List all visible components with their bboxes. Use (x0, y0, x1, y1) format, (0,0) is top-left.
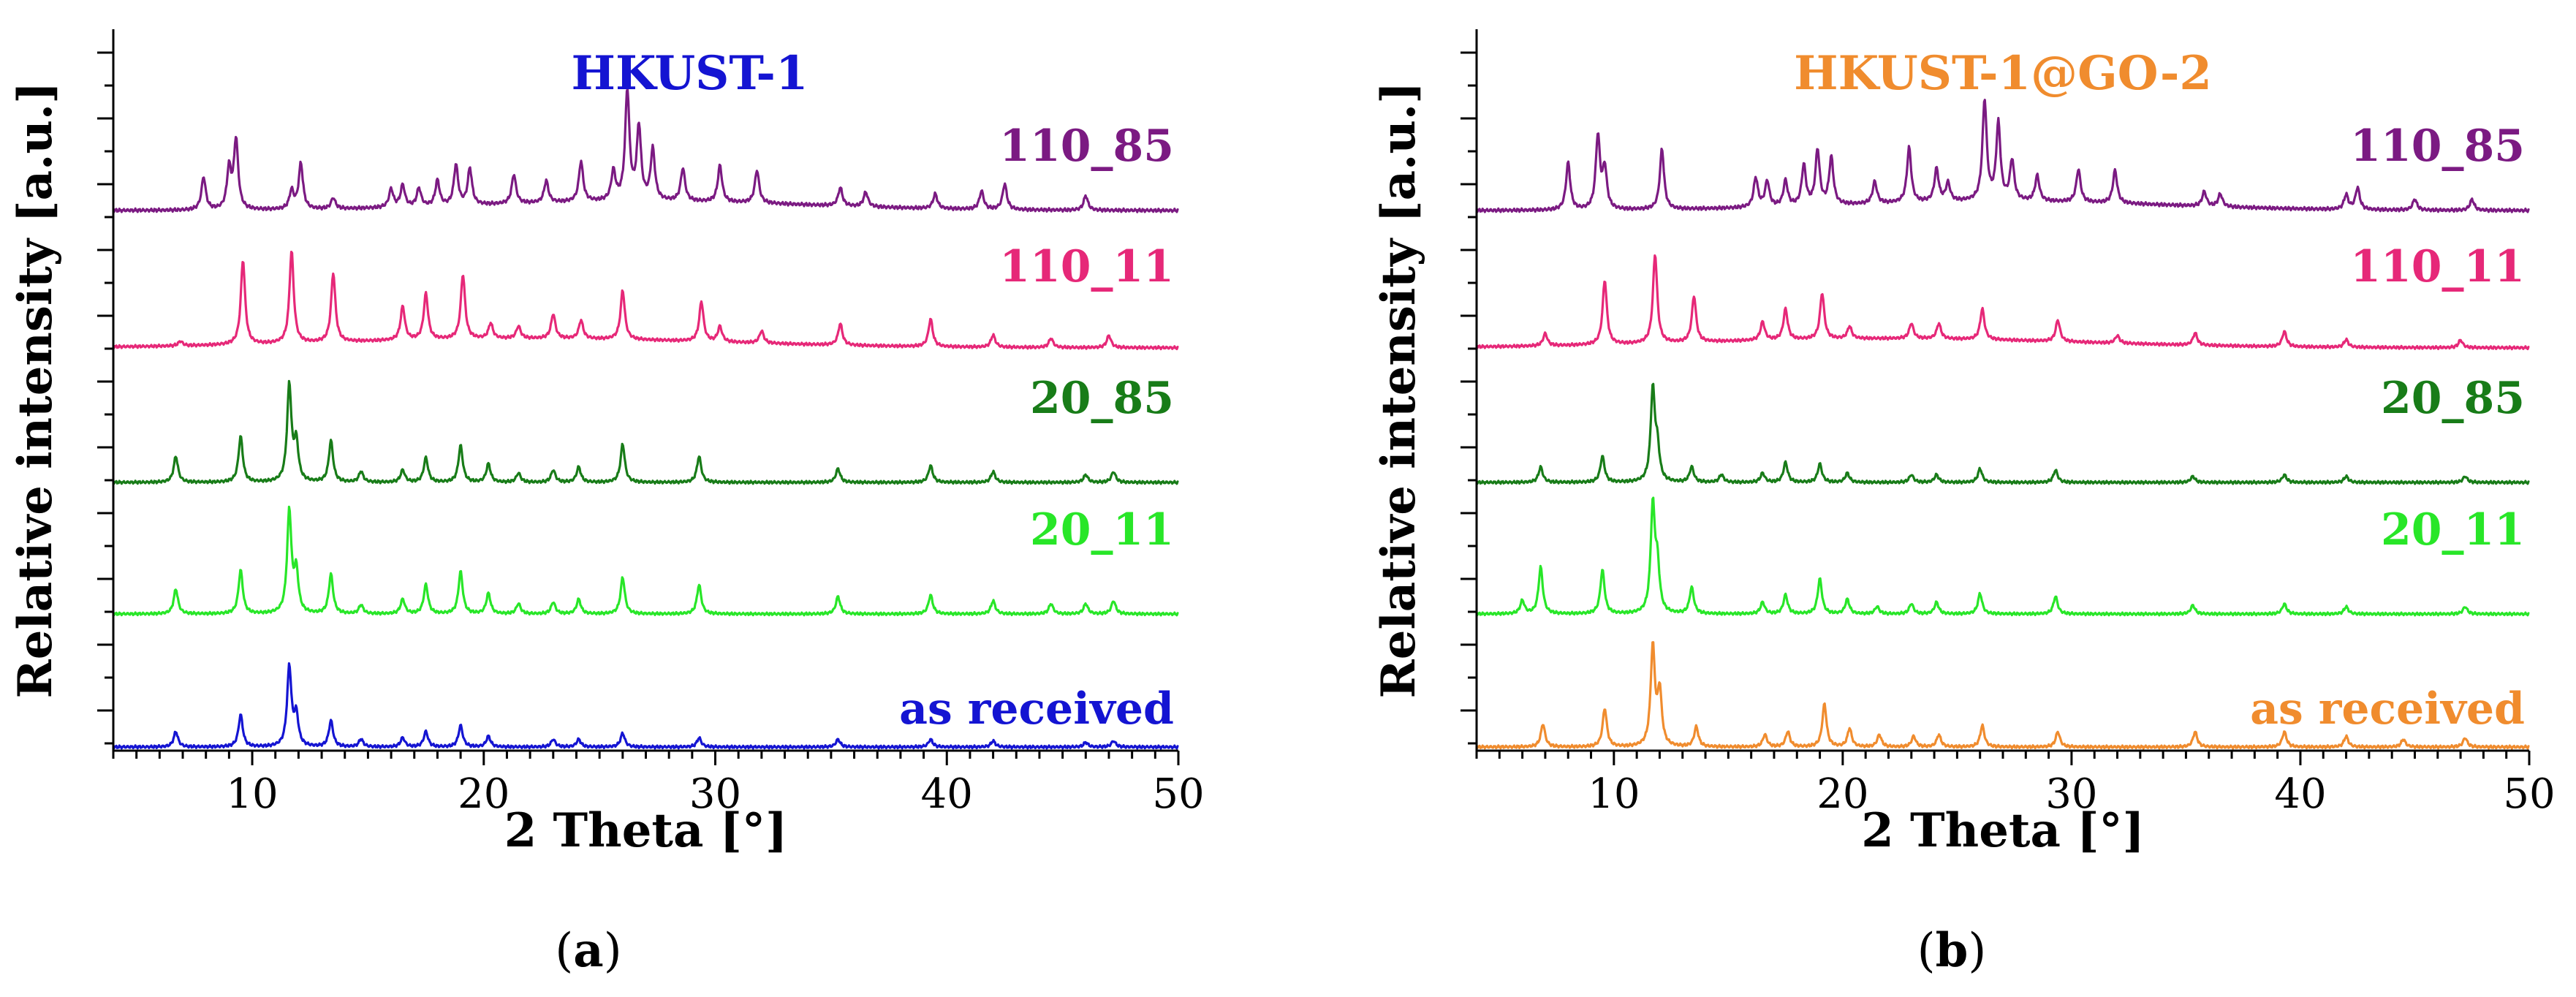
series-label: 110_11 (999, 241, 1174, 292)
x-tick-label: 20 (458, 770, 509, 818)
series-label: 110_11 (2350, 241, 2525, 292)
x-tick-label: 20 (1817, 770, 1868, 818)
series-line-110_85 (1475, 99, 2530, 213)
series-label: 20_85 (1030, 373, 1174, 424)
series-line-110_11 (1475, 254, 2530, 351)
series-line-110_85 (112, 88, 1179, 213)
caption-close: ) (604, 924, 622, 978)
panel-title: HKUST-1 (572, 46, 808, 101)
series-label: 110_85 (999, 121, 1174, 172)
x-tick-label: 50 (2503, 770, 2555, 818)
series-line-20_11 (1475, 496, 2530, 617)
x-axis-title: 2 Theta [°] (504, 803, 788, 858)
series-label: 110_85 (2350, 121, 2525, 172)
x-tick-label: 10 (226, 770, 278, 818)
panel-caption: (a) (555, 923, 621, 978)
series-label: 20_11 (1030, 504, 1174, 556)
series-label: 20_85 (2381, 373, 2525, 424)
caption-letter: b (1936, 923, 1969, 978)
series-line-20_85 (112, 379, 1179, 485)
series-label: 20_11 (2381, 504, 2525, 556)
series-line-as-received (112, 661, 1179, 750)
panel-title: HKUST-1@GO-2 (1794, 46, 2212, 101)
x-tick-label: 40 (921, 770, 973, 818)
x-tick-label: 30 (2045, 770, 2097, 818)
panel-caption: (b) (1917, 923, 1987, 978)
x-tick-label: 10 (1588, 770, 1640, 818)
x-tick-label: 50 (1152, 770, 1204, 818)
caption-open: ( (1917, 924, 1936, 978)
series-line-20_85 (1475, 382, 2530, 485)
series-line-110_11 (112, 251, 1179, 351)
caption-letter: a (573, 923, 603, 978)
caption-open: ( (555, 924, 573, 978)
y-axis-title: Relative intensity [a.u.] (8, 82, 63, 699)
x-axis-title: 2 Theta [°] (1861, 803, 2145, 858)
y-axis-title: Relative intensity [a.u.] (1371, 82, 1426, 699)
caption-close: ) (1968, 924, 1986, 978)
x-tick-label: 40 (2274, 770, 2326, 818)
x-tick-label: 30 (689, 770, 741, 818)
series-label: as received (2250, 683, 2525, 735)
series-label: as received (899, 683, 1174, 735)
series-line-as-received (1475, 641, 2530, 750)
series-line-20_11 (112, 505, 1179, 617)
